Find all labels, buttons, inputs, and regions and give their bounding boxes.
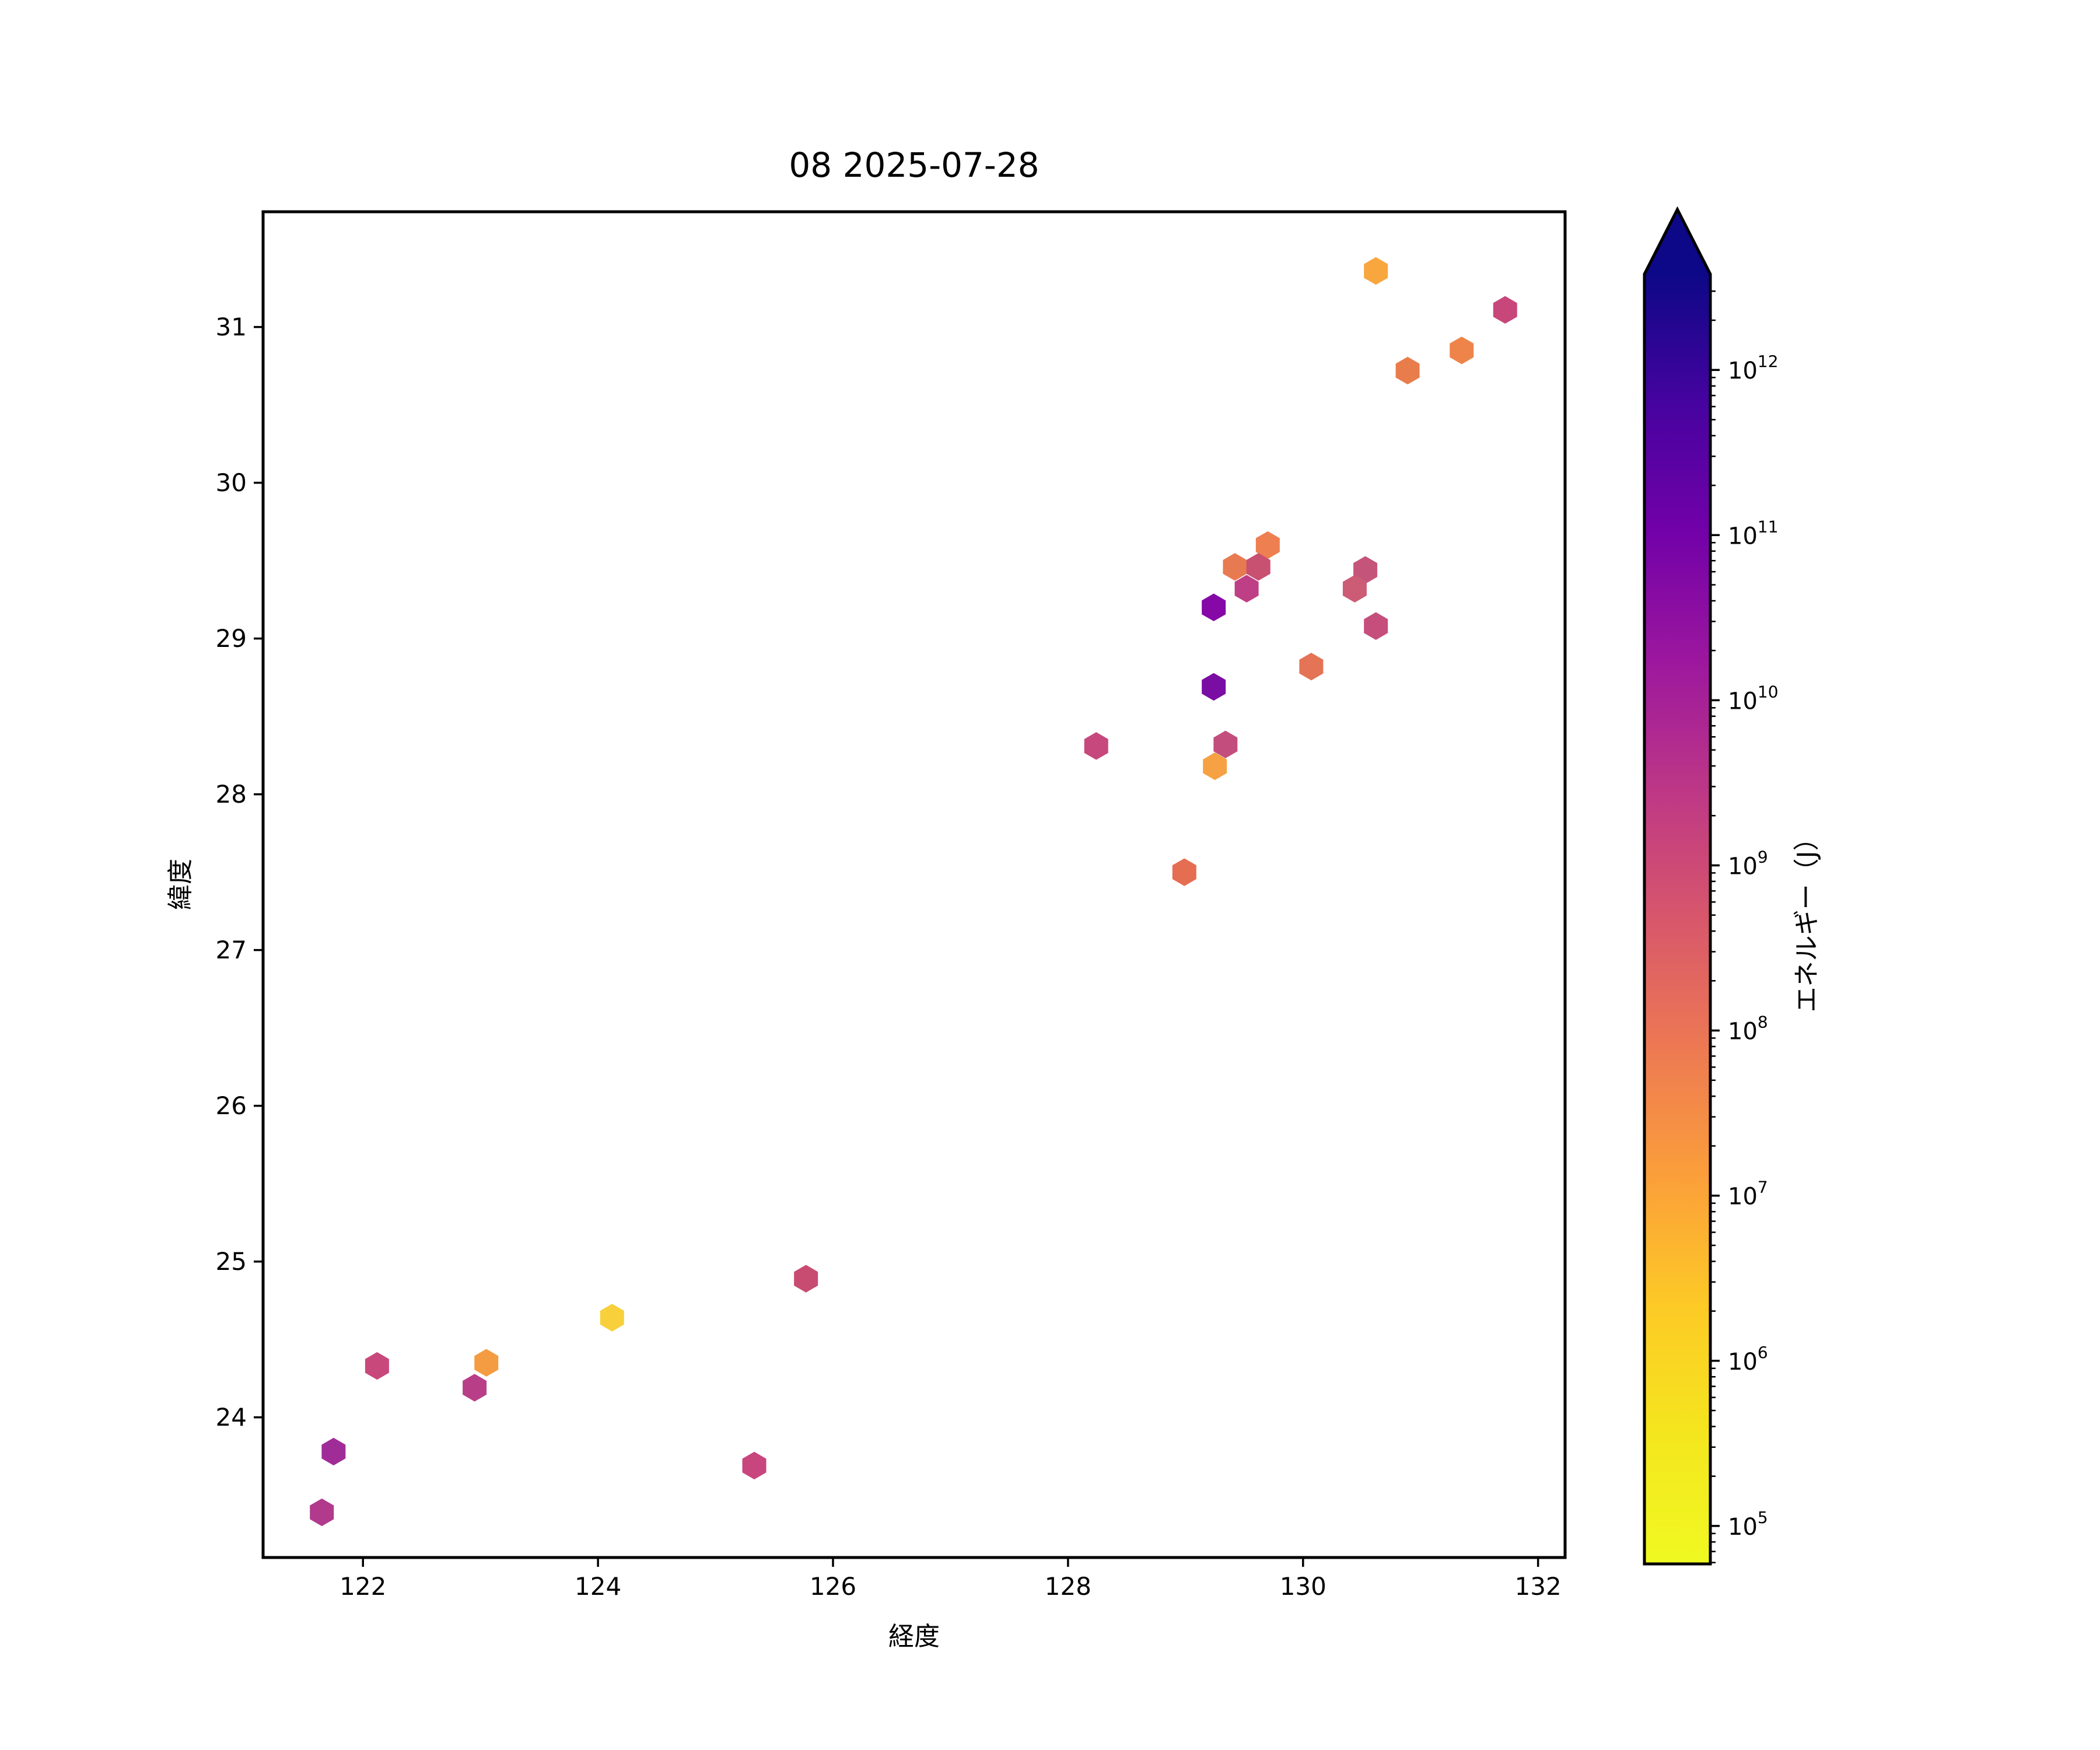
y-tick-label: 31 bbox=[216, 313, 247, 341]
hexagon-marker bbox=[365, 1352, 389, 1380]
colorbar-bar bbox=[1643, 206, 1712, 1566]
hexagon-marker bbox=[1213, 730, 1238, 758]
hexagon-marker bbox=[1342, 575, 1367, 603]
hexagon-marker bbox=[1202, 593, 1226, 621]
y-axis-label: 緯度 bbox=[166, 859, 195, 910]
hexagon-marker bbox=[1364, 612, 1388, 640]
colorbar: 105 106 107 108 109 1010 1011 1012 bbox=[1643, 206, 1779, 1566]
y-tick-label: 30 bbox=[216, 468, 247, 497]
colorbar-tick-label: 105 bbox=[1728, 1508, 1768, 1541]
hexagon-marker bbox=[1493, 296, 1517, 324]
hexagon-marker bbox=[321, 1437, 346, 1466]
hexagon-marker bbox=[1299, 652, 1324, 681]
hexagon-marker bbox=[1450, 336, 1474, 365]
hexagon-marker bbox=[1223, 553, 1247, 581]
x-tick-label: 122 bbox=[340, 1572, 386, 1601]
colorbar-tick-label: 109 bbox=[1728, 847, 1768, 880]
hexagon-marker bbox=[794, 1265, 818, 1293]
x-tick-label: 126 bbox=[810, 1572, 856, 1601]
x-tick-label: 128 bbox=[1045, 1572, 1091, 1601]
colorbar-tick-label: 1010 bbox=[1728, 682, 1779, 715]
y-axis-ticks: 24 25 26 27 28 29 30 31 bbox=[216, 313, 263, 1432]
colorbar-tick-label: 1011 bbox=[1728, 517, 1779, 550]
x-tick-label: 124 bbox=[575, 1572, 621, 1601]
hexagon-marker bbox=[310, 1498, 334, 1527]
hexagon-marker bbox=[1172, 858, 1196, 886]
hexagon-marker bbox=[1084, 732, 1108, 760]
hexagon-marker bbox=[1203, 752, 1227, 780]
colorbar-label: エネルギー（J） bbox=[1792, 825, 1822, 1013]
hexagon-marker bbox=[474, 1349, 499, 1377]
y-tick-label: 25 bbox=[216, 1247, 247, 1276]
plot-title: 08 2025-07-28 bbox=[789, 145, 1040, 185]
hexagon-marker bbox=[600, 1304, 624, 1332]
y-tick-label: 26 bbox=[216, 1091, 247, 1120]
hexagon-marker bbox=[1234, 575, 1259, 603]
x-axis-label: 経度 bbox=[888, 1622, 940, 1651]
hexagon-marker bbox=[1246, 553, 1270, 581]
colorbar-tick-label: 107 bbox=[1728, 1178, 1768, 1210]
x-tick-label: 132 bbox=[1515, 1572, 1562, 1601]
axes-frame bbox=[261, 210, 1567, 1559]
y-tick-label: 24 bbox=[216, 1403, 247, 1432]
colorbar-tick-label: 108 bbox=[1728, 1013, 1768, 1045]
hexagon-marker bbox=[1202, 673, 1226, 701]
hexagon-marker bbox=[1255, 531, 1280, 559]
hexagon-marker bbox=[463, 1374, 487, 1402]
x-tick-label: 130 bbox=[1280, 1572, 1326, 1601]
y-tick-label: 29 bbox=[216, 624, 247, 653]
hexagon-marker bbox=[1364, 257, 1388, 285]
y-tick-label: 28 bbox=[216, 780, 247, 808]
colorbar-tick-label: 1012 bbox=[1728, 352, 1779, 384]
y-tick-label: 27 bbox=[216, 936, 247, 964]
x-axis-ticks: 122 124 126 128 130 132 bbox=[340, 1558, 1562, 1601]
hexagon-marker bbox=[742, 1451, 766, 1480]
scatter-points bbox=[310, 257, 1517, 1527]
hexagon-marker bbox=[1395, 356, 1420, 385]
colorbar-tick-label: 106 bbox=[1728, 1343, 1768, 1376]
hexagon-marker bbox=[1353, 556, 1378, 584]
